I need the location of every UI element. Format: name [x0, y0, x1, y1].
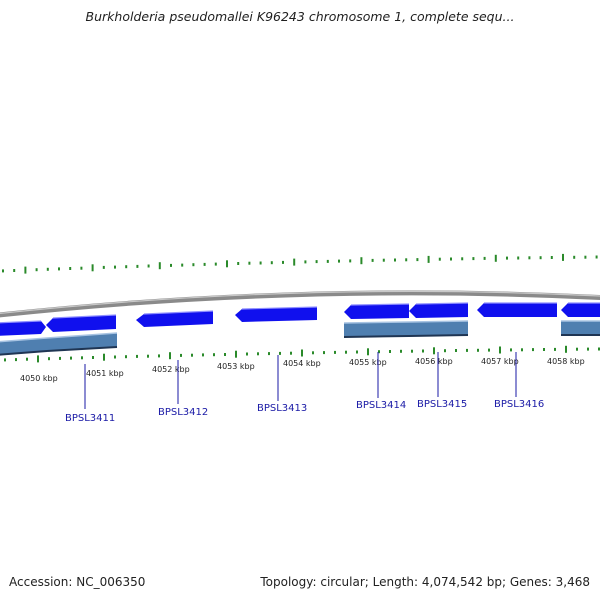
- cds-arrow[interactable]: [561, 302, 600, 317]
- gene-bar[interactable]: [343, 321, 410, 338]
- backbone-highlight: [0, 290, 600, 315]
- gene-bar[interactable]: [0, 337, 48, 356]
- scale-label: 4052 kbp: [152, 365, 190, 374]
- genome-stats-text: Topology: circular; Length: 4,074,542 bp…: [260, 575, 590, 589]
- gene-track: [0, 320, 600, 356]
- gene-label-bpsl3412[interactable]: BPSL3412: [158, 407, 208, 418]
- scale-label: 4058 kbp: [547, 357, 585, 366]
- outer-tick-track: [2, 253, 598, 274]
- gene-bar[interactable]: [46, 332, 118, 352]
- scale-label: 4055 kbp: [349, 358, 387, 367]
- scale-label: 4053 kbp: [217, 362, 255, 371]
- gene-labels: BPSL3411 BPSL3412 BPSL3413 BPSL3414 BPSL…: [65, 399, 544, 424]
- cds-arrow[interactable]: [344, 303, 410, 319]
- cds-track: [0, 302, 600, 336]
- map-title: Burkholderia pseudomallei K96243 chromos…: [85, 9, 515, 24]
- backbone-arc: [0, 290, 600, 318]
- gene-label-bpsl3411[interactable]: BPSL3411: [65, 413, 115, 424]
- scale-label: 4051 kbp: [86, 369, 124, 378]
- gene-label-bpsl3415[interactable]: BPSL3415: [417, 399, 467, 410]
- gene-bar[interactable]: [408, 320, 469, 337]
- gene-label-bpsl3416[interactable]: BPSL3416: [494, 399, 544, 410]
- scale-label: 4056 kbp: [415, 357, 453, 366]
- cds-arrow[interactable]: [235, 306, 318, 322]
- gene-label-bpsl3414[interactable]: BPSL3414: [356, 400, 406, 411]
- cds-arrow[interactable]: [477, 302, 557, 317]
- cds-arrow[interactable]: [409, 302, 469, 318]
- accession-text: Accession: NC_006350: [9, 575, 146, 589]
- scale-label: 4050 kbp: [20, 374, 58, 383]
- scale-tick-track: [4, 345, 600, 363]
- cds-arrow[interactable]: [0, 320, 46, 336]
- gene-bar[interactable]: [561, 320, 600, 336]
- scale-label: 4057 kbp: [481, 357, 519, 366]
- gene-label-bpsl3413[interactable]: BPSL3413: [257, 403, 307, 414]
- scale-label: 4054 kbp: [283, 359, 321, 368]
- scale-labels: 4050 kbp 4051 kbp 4052 kbp 4053 kbp 4054…: [20, 357, 585, 383]
- cds-arrow[interactable]: [136, 310, 214, 327]
- gene-leader-lines: [84, 352, 517, 409]
- cds-arrow[interactable]: [46, 314, 117, 332]
